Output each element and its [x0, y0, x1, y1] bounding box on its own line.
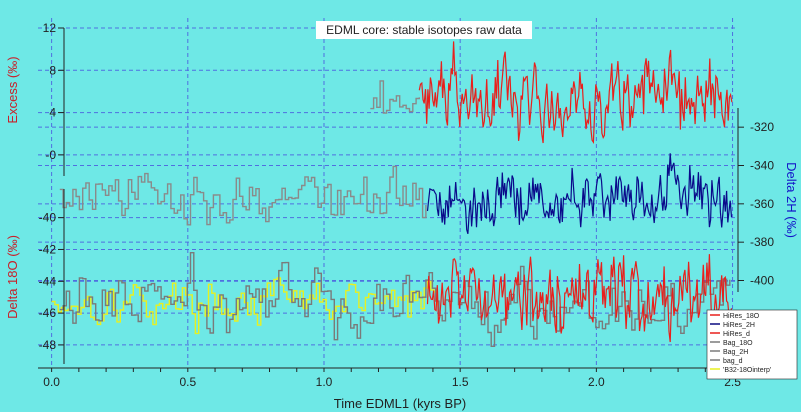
x-tick-label: 0.5: [179, 375, 196, 389]
series-line-bag2h: [59, 165, 427, 226]
x-tick-label: 0.0: [43, 375, 60, 389]
x-tick-label: 1.5: [452, 375, 469, 389]
delta2h-tick-label: -320: [750, 120, 774, 134]
title-box: [316, 21, 532, 39]
series-layer: [51, 41, 733, 347]
series-line-b3218ointerp: [51, 277, 438, 335]
delta2h-axis-title: Delta 2H (‰): [784, 162, 799, 238]
legend-label: 'B32-18Ointerp': [723, 367, 771, 374]
excess-tick-label: -0: [45, 148, 56, 162]
legend-label: HiRes_2H: [723, 322, 755, 329]
x-tick-label: 1.0: [316, 375, 333, 389]
legend-box: [706, 309, 798, 380]
chart-title: EDML core: stable isotopes raw data: [326, 23, 522, 37]
excess-tick-label: 8: [49, 63, 56, 77]
legend-label: Bag_18O: [723, 340, 753, 347]
series-line-hiresd: [418, 41, 733, 145]
delta2h-tick-label: -360: [750, 197, 774, 211]
delta2h-tick-label: -340: [750, 159, 774, 173]
axis-layer: 0.0 0.5 1.0 1.5 2.0 2.5-04812-48-46-44-42-40-…: [38, 21, 774, 389]
excess-tick-label: 4: [49, 106, 56, 120]
excess-axis-title: Excess (‰): [5, 56, 20, 123]
delta2h-tick-label: -380: [750, 235, 774, 249]
series-line-hires2h: [426, 153, 733, 234]
legend: HiRes_18O HiRes_2H HiRes_d Bag_18O Bag_2Hbag…: [706, 309, 798, 380]
series-line-bagd: [370, 80, 420, 114]
delta2h-tick-label: -400: [750, 274, 774, 288]
series-line-bag18o: [59, 251, 731, 347]
grid-layer: [38, 18, 738, 368]
delta18o-tick-label: -44: [39, 274, 57, 288]
legend-label: HiRes_d: [723, 331, 750, 338]
delta18o-tick-label: -48: [39, 338, 57, 352]
legend-label: Bag_2H: [723, 349, 748, 356]
series-line-hires18o: [426, 254, 733, 343]
delta18o-axis-title: Delta 18O (‰): [5, 235, 20, 319]
legend-label: HiRes_18O: [723, 313, 760, 320]
legend-label: bag_d: [723, 358, 743, 365]
x-tick-label: 2.0: [588, 375, 605, 389]
delta18o-tick-label: -42: [39, 242, 57, 256]
delta18o-tick-label: -46: [39, 306, 57, 320]
excess-tick-label: 12: [43, 21, 57, 35]
x-axis-title: Time EDML1 (kyrs BP): [334, 396, 466, 411]
delta18o-tick-label: -40: [39, 211, 57, 225]
